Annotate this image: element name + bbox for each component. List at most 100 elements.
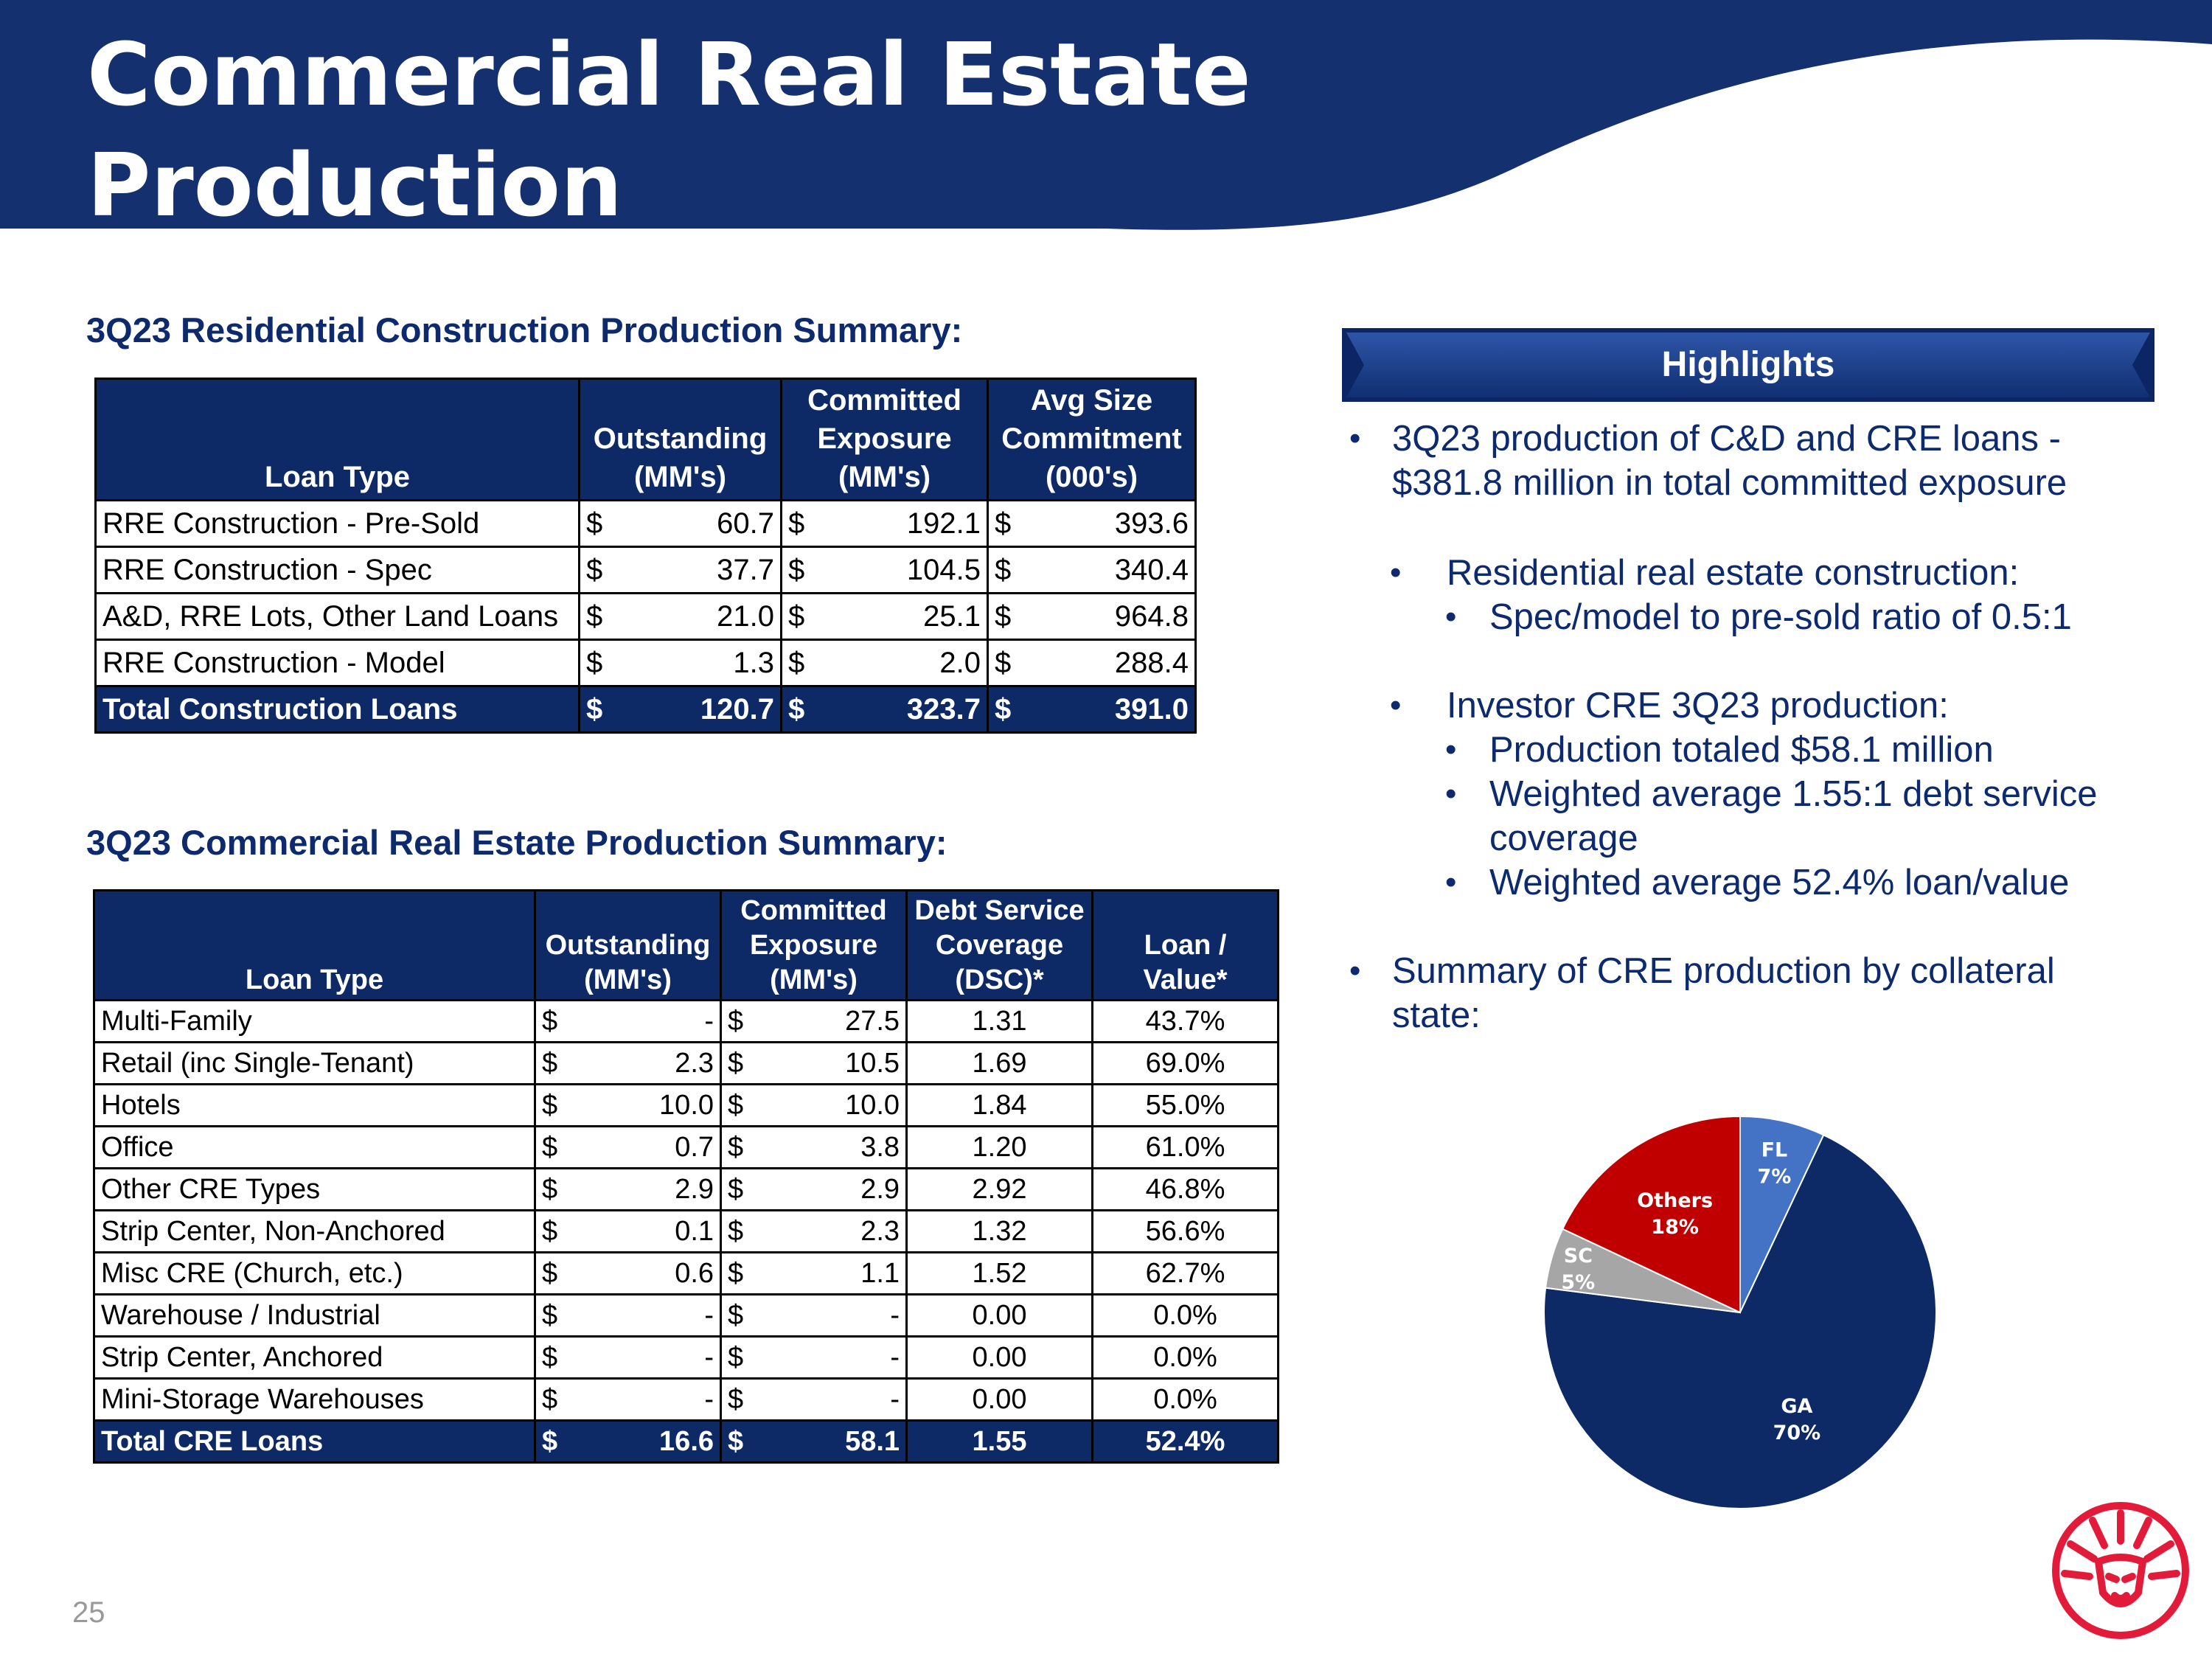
cell-loan-type: Hotels <box>93 1083 536 1127</box>
slide-title-line2: Production <box>87 134 623 236</box>
cell-outstanding: 0.1 <box>579 1209 723 1253</box>
highlight-bullet-collateral-state: Summary of CRE production by collateral … <box>1392 949 2055 1037</box>
cell-ltv: 56.6% <box>1091 1209 1280 1253</box>
header-band <box>0 0 2212 230</box>
cre-section-title: 3Q23 Commercial Real Estate Production S… <box>86 823 947 862</box>
cell-committed: 58.1 <box>765 1419 908 1464</box>
cell-dollar: $ <box>534 1335 580 1380</box>
cell-dsc: 0.00 <box>905 1377 1094 1422</box>
pie-label-sc: SC <box>1564 1245 1593 1267</box>
highlight-text-line: coverage <box>1489 818 1638 858</box>
cell-dollar: $ <box>720 1377 765 1422</box>
table-row: Retail (inc Single-Tenant) $2.3 $10.5 1.69 6… <box>93 1041 1280 1085</box>
cell-ltv: 52.4% <box>1091 1419 1280 1464</box>
cell-outstanding: 0.7 <box>579 1125 723 1169</box>
residential-production-table: Loan Type Outstanding (MM's) Committed Exp… <box>94 378 1197 734</box>
cell-ltv: 43.7% <box>1091 999 1280 1043</box>
cell-dollar: $ <box>578 499 624 548</box>
cell-committed: 2.0 <box>825 639 990 687</box>
cell-committed: 2.3 <box>765 1209 908 1253</box>
cell-outstanding: - <box>579 1293 723 1338</box>
cell-dollar: $ <box>720 1293 765 1338</box>
cell-dollar: $ <box>720 1419 765 1464</box>
cell-ltv: 69.0% <box>1091 1041 1280 1085</box>
bullet-dot: • <box>1349 953 1361 989</box>
highlight-subbullet-dsc: Weighted average 1.55:1 debt service cov… <box>1489 772 2097 860</box>
pie-slice-others <box>1561 1115 1741 1314</box>
cell-committed: 10.5 <box>765 1041 908 1085</box>
slide-title-line1: Commercial Real Estate <box>87 24 1251 125</box>
cell-loan-type: Strip Center, Anchored <box>93 1335 536 1380</box>
cell-ltv: 55.0% <box>1091 1083 1280 1127</box>
cell-dollar: $ <box>578 592 624 641</box>
cell-loan-type: Warehouse / Industrial <box>93 1293 536 1338</box>
cell-dollar: $ <box>780 639 826 687</box>
cell-dollar: $ <box>534 1377 580 1422</box>
cell-ltv: 46.8% <box>1091 1167 1280 1211</box>
table-row: Multi-Family $ - $27.5 1.31 43.7% <box>93 999 1280 1043</box>
residential-section-title: 3Q23 Residential Construction Production… <box>86 310 963 349</box>
cell-committed: - <box>765 1335 908 1380</box>
cell-dollar: $ <box>780 499 826 548</box>
cell-dollar: $ <box>534 1125 580 1169</box>
col-header-committed-exposure: Committed Exposure (MM's) <box>779 378 990 501</box>
col-header-dsc: Debt Service Coverage (DSC)* <box>905 889 1094 1001</box>
table-row: Warehouse / Industrial $ - $ -0.00 0.0% <box>93 1293 1280 1338</box>
page-number: 25 <box>72 1596 105 1629</box>
cell-dsc: 0.00 <box>905 1293 1094 1338</box>
cell-outstanding: 120.7 <box>623 685 782 734</box>
highlight-text-line: Summary of CRE production by collateral <box>1392 951 2055 991</box>
highlight-text-line: 3Q23 production of C&D and CRE loans - <box>1392 419 2061 459</box>
cell-dollar: $ <box>720 1335 765 1380</box>
cell-committed: 192.1 <box>825 499 990 548</box>
pie-slice-fl <box>1739 1115 1825 1313</box>
bullet-dot: • <box>1445 731 1457 768</box>
table-row: A&D, RRE Lots, Other Land Loans $ 21.0 $… <box>94 592 1197 641</box>
cell-committed: 3.8 <box>765 1125 908 1169</box>
table-row: Strip Center, Non-Anchored $0.1 $2.3 1.32 56… <box>93 1209 1280 1253</box>
cell-ltv: 0.0% <box>1091 1335 1280 1380</box>
highlight-bullet-investor-cre: Investor CRE 3Q23 production: <box>1447 686 1949 726</box>
col-header-loan-to-value: Loan / Value* <box>1091 889 1280 1001</box>
highlight-subbullet-production-total: Production totaled $58.1 million <box>1489 730 1994 770</box>
highlight-bullet-production: 3Q23 production of C&D and CRE loans - $… <box>1392 417 2067 505</box>
cell-loan-type: RRE Construction - Spec <box>94 546 580 594</box>
cell-dsc: 1.69 <box>905 1041 1094 1085</box>
cell-committed: 10.0 <box>765 1083 908 1127</box>
pie-label-others: Others <box>1637 1189 1713 1212</box>
table-row: Mini-Storage Warehouses $ - $ -0.00 0.0% <box>93 1377 1280 1422</box>
collateral-state-pie-chart: FL 7% GA 70% SC 5% Others 18% <box>1543 1115 1937 1509</box>
table-row: Other CRE Types $2.9 $2.9 2.92 46.8% <box>93 1167 1280 1211</box>
highlight-bullet-residential: Residential real estate construction: <box>1447 553 2020 593</box>
highlight-text-line: state: <box>1392 995 1481 1035</box>
cell-loan-type: Misc CRE (Church, etc.) <box>93 1251 536 1295</box>
cell-outstanding: 1.3 <box>623 639 782 687</box>
cell-outstanding: 37.7 <box>623 546 782 594</box>
cell-dsc: 2.92 <box>905 1167 1094 1211</box>
table-row: RRE Construction - Pre-Sold $ 60.7 $ 192… <box>94 499 1197 548</box>
cell-outstanding: 16.6 <box>579 1419 723 1464</box>
cell-loan-type: Multi-Family <box>93 999 536 1043</box>
table-total-row: Total CRE Loans $16.6 $58.1 1.55 52.4% <box>93 1419 1280 1464</box>
cell-loan-type: Other CRE Types <box>93 1167 536 1211</box>
cell-committed: - <box>765 1293 908 1338</box>
cell-loan-type: Total CRE Loans <box>93 1419 536 1464</box>
col-header-committed-exposure: Committed Exposure (MM's) <box>720 889 908 1001</box>
cell-outstanding: 2.3 <box>579 1041 723 1085</box>
slide-title: Commercial Real Estate Production <box>87 19 1251 240</box>
table-row: RRE Construction - Model $ 1.3 $ 2.0 $ 2… <box>94 639 1197 687</box>
cell-committed: - <box>765 1377 908 1422</box>
cell-committed: 1.1 <box>765 1251 908 1295</box>
cell-dsc: 1.31 <box>905 999 1094 1043</box>
table-header-row: Loan Type Outstanding (MM's) Committed Exp… <box>94 378 1197 501</box>
cell-committed: 27.5 <box>765 999 908 1043</box>
cell-dsc: 0.00 <box>905 1335 1094 1380</box>
cell-dollar: $ <box>720 1041 765 1085</box>
bullet-dot: • <box>1445 599 1457 635</box>
highlights-title: Highlights <box>1661 345 1835 384</box>
cell-dollar: $ <box>720 1083 765 1127</box>
cell-outstanding: - <box>579 1335 723 1380</box>
col-header-avg-size: Avg Size Commitment (000's) <box>987 378 1197 501</box>
table-row: Strip Center, Anchored $ - $ -0.00 0.0% <box>93 1335 1280 1380</box>
cell-dollar: $ <box>534 1041 580 1085</box>
